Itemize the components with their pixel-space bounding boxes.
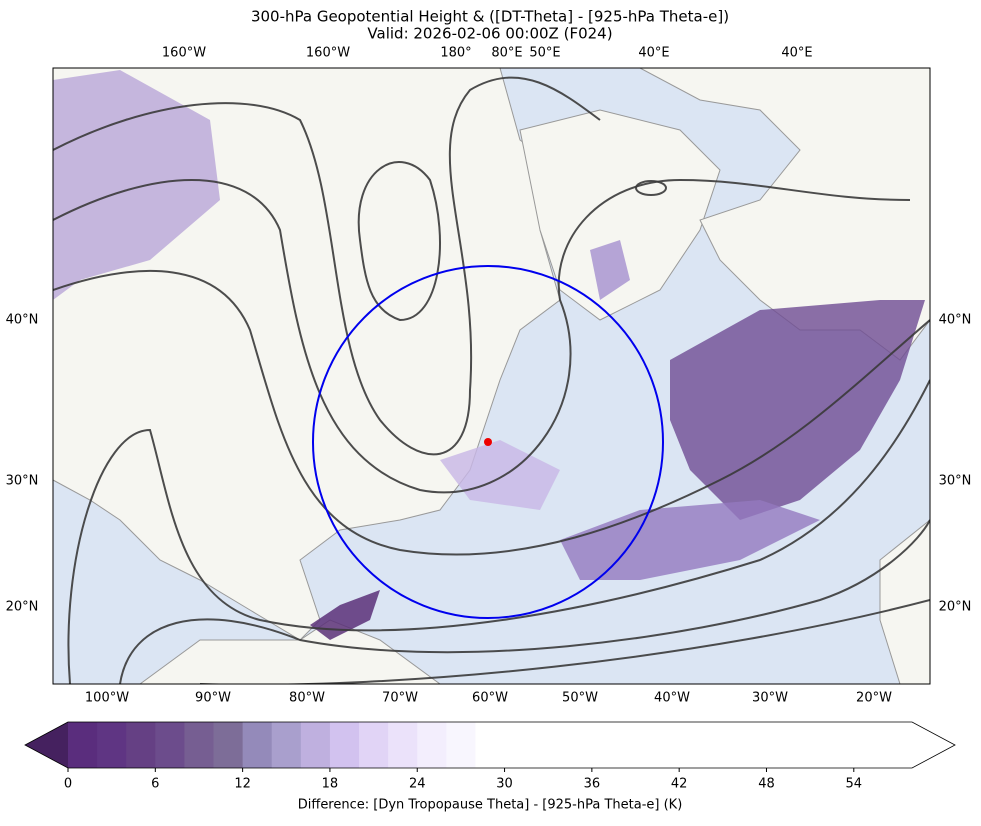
colorbar-segment [620,722,651,768]
graticule-label: 40°N [939,313,972,328]
colorbar-tick-label: 6 [151,777,159,792]
colorbar-segment [824,722,855,768]
contour [53,76,601,456]
colorbar-segment [504,722,535,768]
graticule-label: 160°W [306,46,350,61]
colorbar-segment [853,722,884,768]
colorbar-tick-label: 0 [64,777,72,792]
colorbar-segment [562,722,593,768]
colorbar-tick-label: 54 [846,777,863,792]
colorbar-segment [679,722,709,768]
graticule-label: 70°W [382,691,418,706]
colorbar-outline [24,721,956,769]
colorbar-segment [475,722,506,768]
graticule-label: 40°W [654,691,690,706]
colorbar-tick-label: 18 [322,777,339,792]
radius-circle [312,265,664,619]
center-point [484,438,492,446]
contour [357,161,441,322]
colorbar-segment [737,722,767,768]
colorbar-segment [766,722,797,768]
graticule-label: 20°N [6,600,39,615]
colorbar-segment [184,722,215,768]
contour [67,379,930,684]
graticule-label: 40°N [6,313,39,328]
colorbar-over [912,722,955,768]
graticule-label: 50°W [562,691,598,706]
graticule-label: 20°N [939,600,972,615]
graticule-label: 80°W [289,691,325,706]
colorbar-segment [533,722,564,768]
colorbar-tick-label: 12 [234,777,251,792]
colorbar-segment [591,722,622,768]
graticule-label: 90°W [195,691,231,706]
colorbar-tick-label: 48 [758,777,775,792]
contour [119,519,930,684]
colorbar-tick-label: 36 [584,777,601,792]
shading [53,70,220,300]
colorbar-segment [882,722,913,768]
land-greenland [519,109,721,321]
colorbar-segment [708,722,738,768]
map [53,68,930,684]
colorbar-segment [155,722,185,768]
graticule-label: 160°W [162,46,206,61]
colorbar-under [25,722,68,768]
colorbar-tick-label: 42 [671,777,688,792]
colorbar-label: Difference: [Dyn Tropopause Theta] - [92… [298,798,683,813]
colorbar-segment [359,722,389,768]
colorbar-segment [126,722,156,768]
colorbar-segment [97,722,127,768]
graticule-label: 60°W [472,691,508,706]
graticule-label: 30°N [6,474,39,489]
contour [53,270,930,556]
colorbar-segment [271,722,302,768]
shading [310,590,380,640]
colorbar-segment [68,722,98,768]
graticule-label: 40°E [638,46,669,61]
colorbar-segment [388,722,418,768]
colorbar-segment [300,722,331,768]
graticule-label: 180° [440,46,471,61]
colorbar-segment [242,722,273,768]
graticule-label: 80°E [491,46,522,61]
shading [560,500,820,580]
colorbar-tick-label: 30 [496,777,513,792]
contour [635,180,667,196]
shading [670,300,925,520]
colorbar-segment [417,722,447,768]
contour [200,599,930,684]
colorbar-segment [650,722,680,768]
colorbar-segment [329,722,360,768]
shading [440,440,560,510]
colorbar-segment [213,722,244,768]
contour [53,178,911,494]
title: 300-hPa Geopotential Height & ([DT-Theta… [251,8,729,26]
colorbar-segment [446,722,476,768]
graticule-label: 40°E [781,46,812,61]
colorbar-segment [795,722,826,768]
colorbar-tick-label: 24 [409,777,426,792]
graticule-label: 20°W [856,691,892,706]
map-frame [52,67,931,685]
graticule-label: 30°W [752,691,788,706]
land-eurasia [639,68,930,361]
graticule-label: 30°N [939,474,972,489]
graticule-label: 100°W [85,691,129,706]
graticule-label: 50°E [529,46,560,61]
shading [590,240,630,300]
subtitle: Valid: 2026-02-06 00:00Z (F024) [367,25,612,43]
